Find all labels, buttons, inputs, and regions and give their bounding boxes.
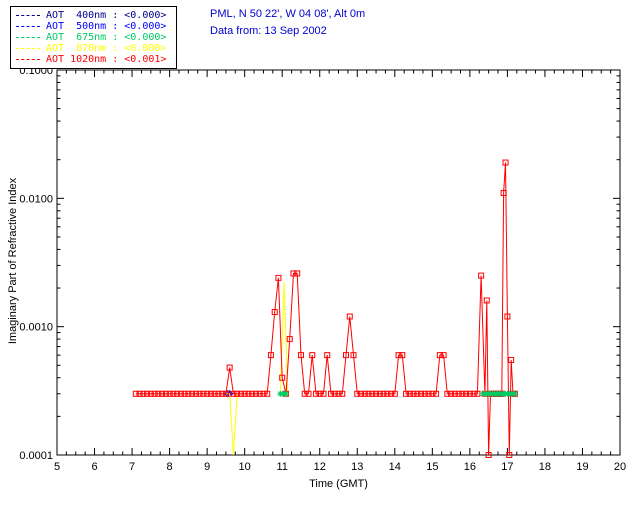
header-line-station: PML, N 50 22', W 04 08', Alt 0m	[210, 8, 366, 20]
legend-line-sample	[16, 15, 40, 16]
y-tick-label: 0.0010	[19, 322, 53, 334]
x-tick-label: 8	[167, 461, 173, 473]
x-tick-label: 5	[54, 461, 60, 473]
y-axis-title: Imaginary Part of Refractive Index	[7, 177, 19, 345]
x-tick-label: 7	[129, 461, 135, 473]
y-tick-label: 0.0100	[19, 193, 53, 205]
legend-line-sample	[16, 59, 40, 60]
x-tick-label: 15	[426, 461, 438, 473]
plot-frame	[56, 69, 621, 456]
x-tick-label: 10	[239, 461, 251, 473]
x-tick-label: 20	[614, 461, 626, 473]
legend-line-sample	[16, 48, 40, 49]
series-aot-870nm	[225, 282, 289, 456]
y-tick-label: 0.0001	[19, 450, 53, 462]
x-tick-label: 14	[389, 461, 401, 473]
legend-label: AOT 675nm : <0.000>	[46, 32, 167, 43]
series-aot-1020nm	[132, 159, 518, 458]
legend-label: AOT 400nm : <0.000>	[46, 10, 167, 21]
x-tick-label: 9	[204, 461, 210, 473]
legend-entry: AOT 870nm : <0.000>	[16, 43, 166, 54]
legend-box: AOT 400nm : <0.000> AOT 500nm : <0.000> AO…	[10, 6, 178, 69]
header: PML, N 50 22', W 04 08', Alt 0m Data fro…	[210, 6, 365, 40]
header-line-date: Data from: 13 Sep 2002	[210, 25, 327, 37]
legend-label: AOT 870nm : <0.000>	[46, 43, 167, 54]
legend-label: AOT 500nm : <0.000>	[46, 21, 167, 32]
legend-label: AOT 1020nm : <0.001>	[46, 54, 167, 65]
x-axis-title: Time (GMT)	[309, 478, 368, 490]
legend-line-sample	[16, 26, 40, 27]
legend-entry: AOT 1020nm : <0.001>	[16, 54, 166, 65]
x-tick-label: 16	[464, 461, 476, 473]
x-tick-label: 17	[501, 461, 513, 473]
series-aot-675nm	[277, 390, 518, 397]
x-tick-label: 11	[276, 461, 287, 473]
legend-entries: AOT 400nm : <0.000> AOT 500nm : <0.000> AO…	[16, 10, 166, 65]
legend-line-sample	[16, 37, 40, 38]
axes: 5 6 7 8 9 10 11 12 13 14 15 16 17 18 19 20 0.0001 0.0010 0…	[19, 65, 626, 473]
x-tick-label: 19	[576, 461, 588, 473]
x-tick-label: 6	[91, 461, 97, 473]
x-tick-label: 12	[314, 461, 326, 473]
legend-entry: AOT 675nm : <0.000>	[16, 32, 166, 43]
x-tick-label: 18	[539, 461, 551, 473]
x-tick-label: 13	[351, 461, 363, 473]
legend-entry: AOT 500nm : <0.000>	[16, 21, 166, 32]
legend-entry: AOT 400nm : <0.000>	[16, 10, 166, 21]
